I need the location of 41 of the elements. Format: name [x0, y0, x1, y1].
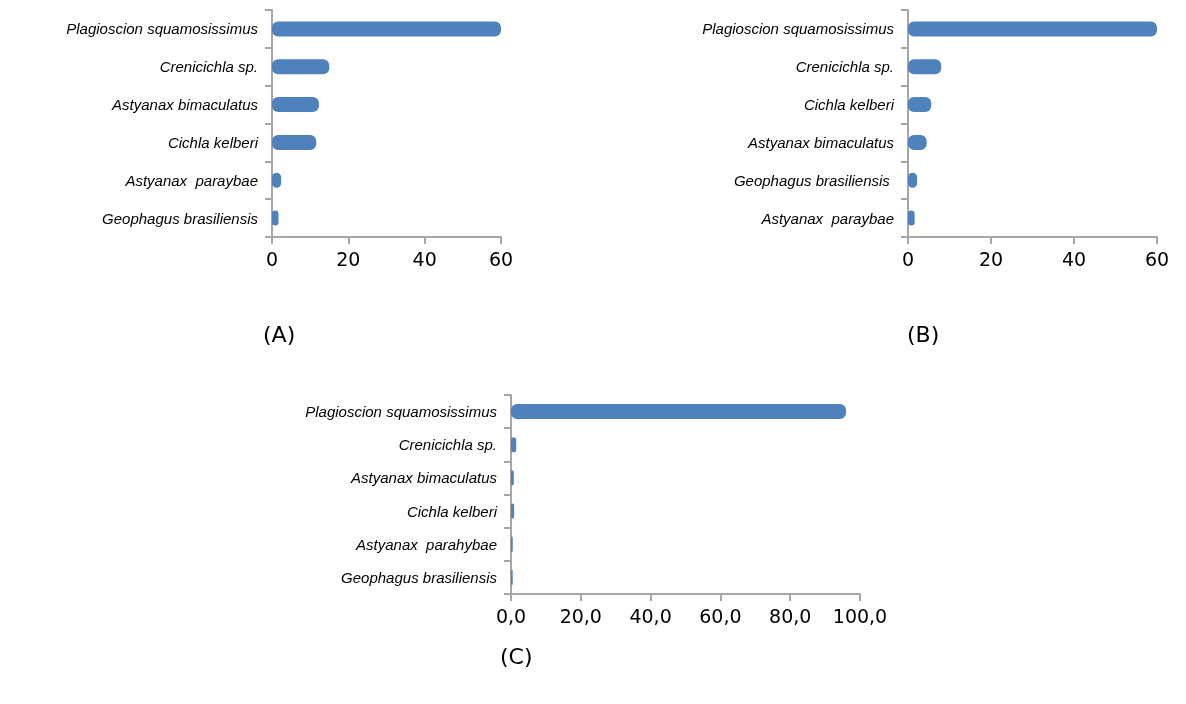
x-tick-label: 40: [1061, 247, 1087, 270]
x-tick-label: 20: [978, 247, 1004, 270]
bar: [272, 97, 319, 113]
bar: [272, 59, 330, 75]
y-tick-label: Astyanax bimaculatus: [111, 96, 259, 114]
x-tick-label: 60: [488, 247, 514, 270]
bar: [272, 21, 501, 37]
x-tick-label: 0: [901, 247, 915, 270]
x-tick-label: 0: [265, 247, 279, 270]
x-tick-label: 60,0: [699, 604, 742, 627]
x-tick-label: 20,0: [559, 604, 602, 627]
y-tick-label: Astyanax paraybae: [124, 171, 258, 189]
y-tick-label: Cichla kelberi: [406, 502, 498, 520]
y-tick-label: Astyanax bimaculatus: [747, 133, 895, 151]
y-tick-label: Astyanax parahybae: [355, 535, 497, 553]
bar: [908, 21, 1157, 37]
text: (C): [500, 643, 533, 669]
y-tick-label: Crenicichla sp.: [159, 58, 258, 76]
y-tick-label: Geophagus brasiliensis: [102, 209, 259, 227]
y-tick-label: Plagioscion squamosissimus: [305, 403, 498, 421]
y-tick-label: Astyanax paraybae: [760, 209, 894, 227]
x-tick-label: 20: [336, 247, 361, 270]
y-tick-label: Crenicichla sp.: [795, 58, 894, 76]
y-tick-label: Geophagus brasiliensis: [733, 171, 894, 189]
bar: [511, 404, 847, 420]
text: (A): [263, 321, 296, 347]
x-tick-label: 40,0: [629, 604, 672, 627]
y-tick-label: Astyanax bimaculatus: [350, 469, 498, 487]
y-tick-label: Cichla kelberi: [803, 96, 895, 114]
x-tick-label: 60: [1144, 247, 1170, 270]
y-tick-label: Crenicichla sp.: [398, 436, 497, 454]
y-tick-label: Plagioscion squamosissimus: [702, 20, 895, 38]
x-tick-label: 0,0: [495, 604, 527, 627]
y-tick-label: Cichla kelberi: [167, 133, 259, 151]
text: (B): [907, 321, 940, 347]
y-tick-label: Geophagus brasiliensis: [341, 568, 498, 586]
x-tick-label: 100,0: [832, 604, 888, 627]
y-tick-label: Plagioscion squamosissimus: [66, 20, 259, 38]
x-tick-label: 80,0: [769, 604, 812, 627]
bar: [272, 134, 317, 150]
x-tick-label: 40: [412, 247, 437, 270]
